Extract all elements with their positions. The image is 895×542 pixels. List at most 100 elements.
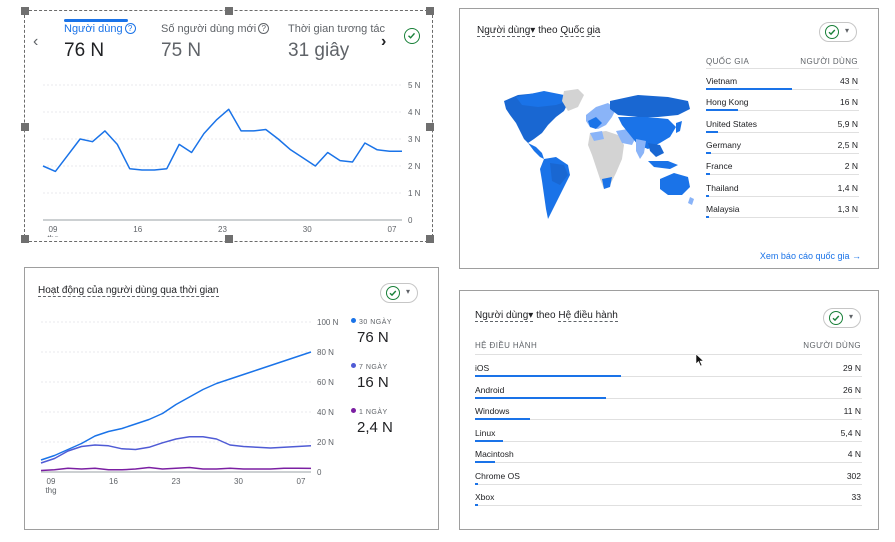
row-divider bbox=[706, 195, 859, 197]
mouse-cursor-icon bbox=[695, 353, 705, 367]
map-greenland bbox=[562, 89, 584, 111]
row-label[interactable]: iOS bbox=[475, 363, 490, 373]
view-country-report-link[interactable]: Xem báo cáo quốc gia → bbox=[759, 251, 861, 261]
row-label[interactable]: Hong Kong bbox=[706, 97, 749, 108]
resize-handle-top-right[interactable] bbox=[426, 7, 434, 15]
next-metric-button[interactable]: › bbox=[381, 33, 387, 50]
resize-handle-bottom[interactable] bbox=[225, 235, 233, 243]
prev-metric-button[interactable]: ‹ bbox=[33, 33, 39, 50]
map-brazil bbox=[550, 163, 568, 185]
row-divider bbox=[475, 462, 862, 463]
y-tick-label: 60 N bbox=[317, 378, 334, 387]
legend-dot bbox=[351, 408, 356, 413]
y-tick-label: 2 N bbox=[408, 162, 421, 171]
column-header-country[interactable]: QUỐC GIA bbox=[706, 57, 750, 66]
insights-button[interactable]: ▾ bbox=[823, 308, 861, 328]
y-tick-label: 100 N bbox=[317, 318, 339, 327]
resize-handle-top[interactable] bbox=[225, 7, 233, 15]
users-metrics-card[interactable]: ‹ Người dùng? 76 N Số người dùng mới? 75… bbox=[21, 7, 434, 243]
resize-handle-bottom-left[interactable] bbox=[21, 235, 29, 243]
row-label[interactable]: Thailand bbox=[706, 182, 739, 193]
row-share-bar bbox=[706, 215, 709, 218]
row-divider bbox=[706, 131, 859, 133]
x-tick-label: 16 bbox=[133, 225, 142, 234]
dimension-selector-os[interactable]: Hệ điều hành bbox=[558, 310, 618, 322]
x-tick-label: 16 bbox=[109, 477, 118, 486]
map-west-europe bbox=[588, 117, 602, 129]
row-divider bbox=[475, 419, 862, 420]
y-tick-label: 80 N bbox=[317, 348, 334, 357]
users-by-country-card: Người dùng▾ theo Quốc gia ▾ bbox=[459, 8, 879, 269]
column-header-os[interactable]: HỆ ĐIỀU HÀNH bbox=[475, 341, 538, 350]
row-divider bbox=[706, 174, 859, 176]
row-label[interactable]: Malaysia bbox=[706, 203, 740, 214]
resize-handle-right[interactable] bbox=[426, 123, 434, 131]
check-circle-icon bbox=[386, 286, 400, 300]
help-icon[interactable]: ? bbox=[258, 23, 270, 34]
header-divider bbox=[706, 68, 859, 69]
column-header-users[interactable]: NGƯỜI DÙNG bbox=[803, 341, 861, 350]
row-label[interactable]: United States bbox=[706, 118, 758, 129]
row-share-bar bbox=[706, 151, 712, 154]
resize-handle-top-left[interactable] bbox=[21, 7, 29, 15]
map-indonesia bbox=[648, 161, 678, 169]
metric-label: Thời gian tương tác bbox=[288, 23, 386, 35]
map-india bbox=[636, 139, 646, 159]
map-southeast-asia bbox=[648, 143, 664, 157]
row-value: 5,4 N bbox=[840, 427, 861, 438]
row-divider bbox=[706, 110, 859, 112]
row-value: 11 N bbox=[843, 406, 861, 416]
row-share-bar bbox=[706, 88, 792, 90]
insights-check-icon[interactable] bbox=[404, 28, 420, 44]
user-activity-line-chart: 100 N 80 N 60 N 40 N 20 N 0 09 16 23 30 07 thg bbox=[40, 318, 339, 495]
row-label[interactable]: Windows bbox=[475, 406, 510, 416]
metric-value: 75 N bbox=[161, 40, 202, 61]
legend-label-1-day: 1 NGÀY bbox=[351, 408, 388, 416]
y-tick-label: 0 bbox=[408, 216, 413, 225]
row-label[interactable]: Android bbox=[475, 384, 505, 395]
card-title-text[interactable]: Hoạt động của người dùng qua thời gian bbox=[38, 285, 219, 297]
legend-value-7-days: 16 N bbox=[357, 374, 389, 391]
dimension-selector-country[interactable]: Quốc gia bbox=[560, 25, 601, 37]
row-label[interactable]: Linux bbox=[475, 427, 496, 438]
check-circle-icon bbox=[825, 25, 839, 39]
row-divider bbox=[706, 216, 859, 218]
metric-tab-new-users[interactable]: Số người dùng mới? 75 N bbox=[161, 23, 270, 62]
resize-handle-bottom-right[interactable] bbox=[426, 235, 434, 243]
map-asia bbox=[618, 117, 676, 149]
metric-tab-engagement-time[interactable]: Thời gian tương tác 31 giây bbox=[288, 23, 385, 62]
row-label[interactable]: Germany bbox=[706, 139, 741, 150]
row-share-bar bbox=[706, 130, 719, 133]
row-label[interactable]: Xbox bbox=[475, 492, 495, 502]
row-value: 2,5 N bbox=[837, 139, 858, 150]
header-divider bbox=[475, 354, 862, 355]
column-header-users[interactable]: NGƯỜI DÙNG bbox=[800, 57, 858, 66]
dimension-selector-users[interactable]: Người dùng▾ bbox=[477, 25, 536, 37]
row-value: 2 N bbox=[844, 161, 858, 172]
metric-value: 31 giây bbox=[288, 40, 350, 61]
metric-label: Số người dùng mới bbox=[161, 23, 257, 35]
legend-value-1-day: 2,4 N bbox=[357, 419, 393, 436]
world-map[interactable] bbox=[498, 87, 694, 227]
insights-button[interactable]: ▾ bbox=[380, 283, 418, 303]
metric-tab-users[interactable]: Người dùng? 76 N bbox=[64, 23, 136, 62]
row-label[interactable]: France bbox=[706, 161, 733, 172]
dimension-selector-users[interactable]: Người dùng▾ bbox=[475, 310, 534, 322]
arrow-right-icon: → bbox=[852, 251, 861, 261]
y-tick-label: 3 N bbox=[408, 135, 421, 144]
card-title: Hoạt động của người dùng qua thời gian bbox=[38, 285, 219, 297]
row-label[interactable]: Macintosh bbox=[475, 449, 514, 459]
row-share-bar bbox=[706, 173, 711, 176]
insights-button[interactable]: ▾ bbox=[819, 22, 857, 42]
resize-handle-left[interactable] bbox=[21, 123, 29, 131]
help-icon[interactable]: ? bbox=[124, 23, 136, 34]
row-divider bbox=[475, 397, 862, 399]
row-value: 16 N bbox=[840, 97, 858, 108]
x-tick-label: 23 bbox=[218, 225, 227, 234]
row-label[interactable]: Chrome OS bbox=[475, 470, 520, 481]
row-label[interactable]: Vietnam bbox=[706, 76, 738, 86]
users-by-os-card: Người dùng▾ theo Hệ điều hành ▾ HỆ ĐIỀU … bbox=[459, 290, 879, 530]
map-japan bbox=[676, 121, 682, 133]
user-activity-card: Hoạt động của người dùng qua thời gian ▾… bbox=[24, 267, 439, 530]
row-value: 29 N bbox=[843, 363, 861, 373]
